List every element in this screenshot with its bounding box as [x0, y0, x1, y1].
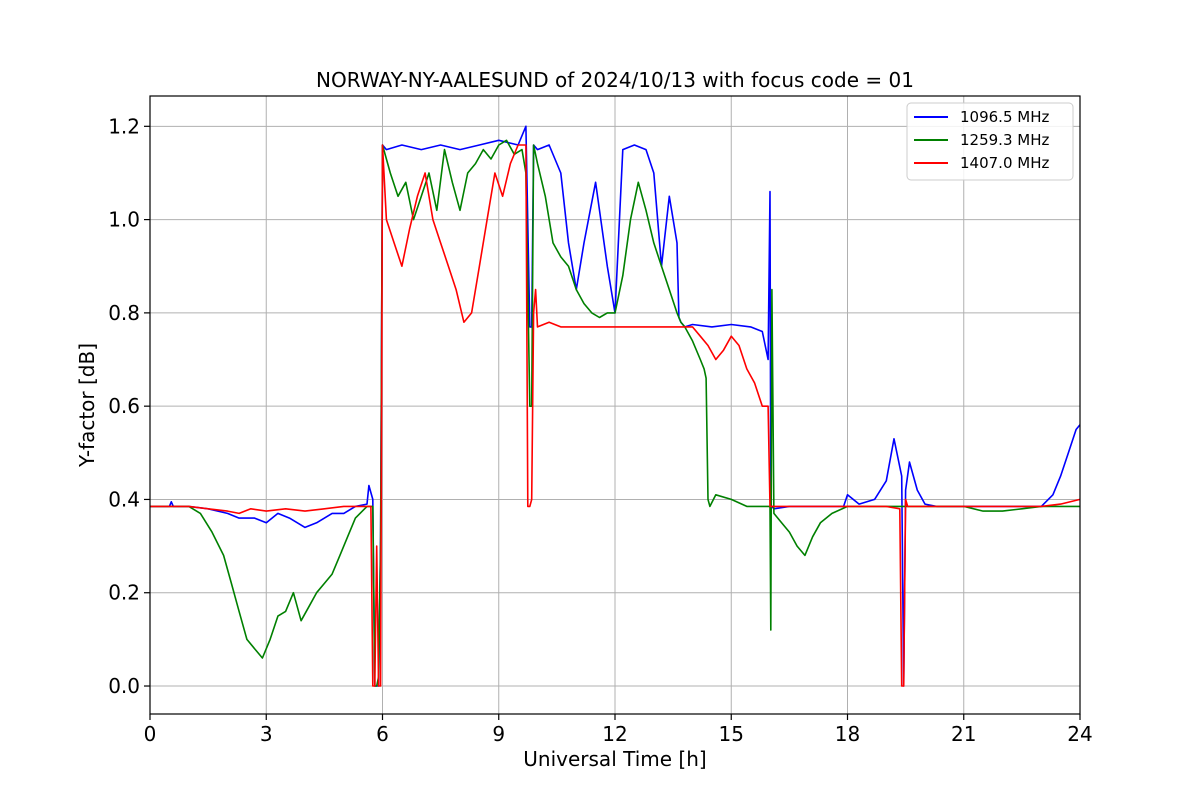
- x-axis-label: Universal Time [h]: [523, 747, 706, 771]
- y-tick-label: 0.4: [108, 487, 140, 511]
- y-axis-label: Y-factor [dB]: [75, 343, 99, 468]
- y-tick-label: 0.2: [108, 581, 140, 605]
- y-tick-label: 0.8: [108, 301, 140, 325]
- legend-label-2: 1259.3 MHz: [960, 131, 1049, 149]
- axis-ticks: 0 3 6 9 12 15 18 21 24 0.0 0.2 0.4 0.6 0.8 1.0 1.2: [108, 114, 1093, 746]
- y-tick-label: 0.0: [108, 674, 140, 698]
- x-tick-label: 24: [1067, 722, 1092, 746]
- x-tick-label: 18: [835, 722, 860, 746]
- x-tick-label: 21: [951, 722, 976, 746]
- grid-lines: [149, 96, 1081, 714]
- legend-box: [906, 102, 1074, 181]
- series-line-3: [150, 144, 1081, 687]
- legend: 1096.5 MHz 1259.3 MHz 1407.0 MHz: [906, 102, 1074, 181]
- x-tick-label: 9: [492, 722, 505, 746]
- x-tick-label: 3: [260, 722, 273, 746]
- x-tick-label: 0: [144, 722, 157, 746]
- legend-label-3: 1407.0 MHz: [960, 154, 1049, 172]
- chart-title: NORWAY-NY-AALESUND of 2024/10/13 with fo…: [316, 68, 914, 92]
- y-tick-label: 1.2: [108, 114, 140, 138]
- x-tick-label: 6: [376, 722, 389, 746]
- legend-label-1: 1096.5 MHz: [960, 108, 1049, 126]
- x-tick-label: 15: [719, 722, 744, 746]
- series-line-2: [150, 139, 1080, 687]
- y-tick-label: 1.0: [108, 208, 140, 232]
- series-lines: [150, 125, 1081, 687]
- y-tick-label: 0.6: [108, 394, 140, 418]
- x-tick-label: 12: [602, 722, 627, 746]
